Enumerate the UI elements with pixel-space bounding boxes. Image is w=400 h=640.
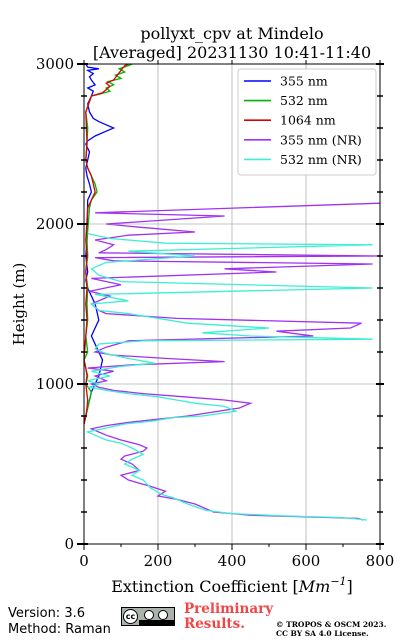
x-axis-label-text: Extinction Coefficient [111, 577, 292, 596]
axis-ticks: 0 200 400 600 800 0 1000 2000 3000 [36, 55, 395, 570]
license-band [139, 620, 174, 625]
version-text: Version: 3.6 [8, 606, 85, 621]
legend-label: 355 nm [280, 74, 328, 89]
x-tick-label: 0 [79, 552, 89, 570]
series-line-355-nm-nr [87, 202, 381, 521]
by-icon [144, 610, 154, 620]
x-tick-label: 400 [218, 552, 247, 570]
copyright-line1: © TROPOS & OSCM 2023. [276, 620, 387, 629]
x-axis-unit: Mm [298, 577, 331, 596]
x-tick-label: 200 [144, 552, 173, 570]
cc-logo-icon: cc [123, 609, 138, 624]
chart-title-line2: [Averaged] 20231130 10:41-11:40 [93, 43, 371, 62]
series-lines [83, 63, 381, 521]
copyright-line2: CC BY SA 4.0 License. [276, 629, 369, 638]
legend: 355 nm 532 nm 1064 nm 355 nm (NR) 532 nm (NR… [237, 68, 377, 176]
y-tick-label: 2000 [36, 215, 74, 233]
cc-license-badge: cc [121, 607, 175, 626]
series-line-1064-nm [83, 63, 129, 425]
series-line-532-nm-nr [85, 232, 373, 521]
chart-title-line1: pollyxt_cpv at Mindelo [140, 24, 323, 43]
x-tick-label: 600 [292, 552, 321, 570]
copyright-notice: © TROPOS & OSCM 2023. CC BY SA 4.0 Licen… [276, 620, 386, 638]
legend-label: 532 nm [280, 93, 328, 108]
x-axis-label: Extinction Coefficient [Mm−1] [111, 575, 353, 596]
series-line-355-nm [83, 63, 116, 425]
preliminary-line1: Preliminary [184, 601, 274, 617]
y-axis-label: Height (m) [10, 263, 28, 346]
x-axis-label-close: ] [347, 577, 353, 596]
extinction-profile-chart: pollyxt_cpv at Mindelo [Averaged] 202311… [10, 24, 395, 596]
legend-label: 1064 nm [280, 113, 336, 128]
x-tick-label: 800 [366, 552, 395, 570]
preliminary-line2: Results. [184, 616, 245, 632]
x-axis-unit-exponent: −1 [330, 575, 346, 588]
legend-box [237, 68, 377, 176]
sa-icon [158, 610, 168, 620]
y-tick-label: 3000 [36, 55, 74, 73]
x-axis-label-open: [ [293, 577, 299, 596]
legend-label: 532 nm (NR) [280, 152, 362, 167]
y-tick-label: 1000 [36, 375, 74, 393]
footer-info: Version: 3.6 Method: Raman [8, 606, 111, 638]
method-text: Method: Raman [8, 622, 111, 637]
legend-label: 355 nm (NR) [280, 132, 362, 147]
y-tick-label: 0 [64, 535, 74, 553]
preliminary-notice: Preliminary Results. [184, 602, 273, 632]
